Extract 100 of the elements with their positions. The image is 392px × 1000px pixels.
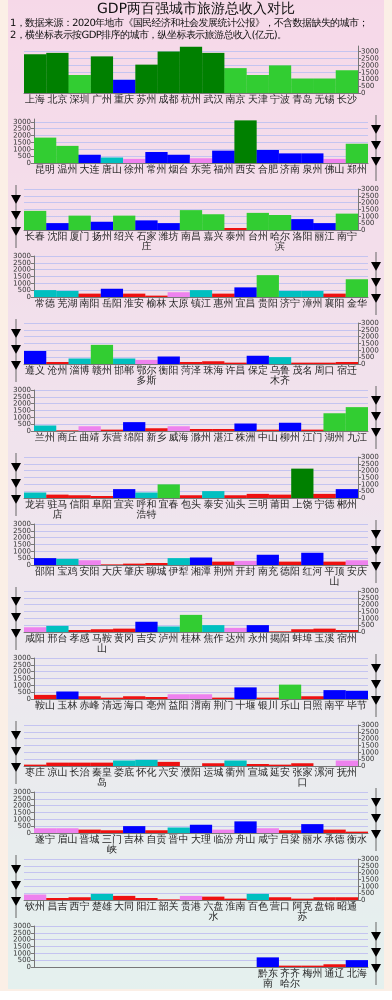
- x-tick-label: 南平: [324, 700, 345, 712]
- x-tick-label: 三明: [248, 500, 268, 510]
- bar: [24, 351, 46, 364]
- bar: [202, 625, 224, 632]
- x-tick-label: 广州: [92, 94, 112, 106]
- x-tick-label: 潍坊: [158, 230, 179, 242]
- bar: [336, 489, 358, 498]
- x-tick-label: 太原: [168, 298, 189, 310]
- x-tick-label: 石家庄: [136, 230, 156, 252]
- bar: [56, 558, 79, 565]
- x-tick-label: 渭南: [191, 700, 211, 712]
- x-tick-label: 六安: [158, 766, 179, 778]
- bar: [90, 344, 114, 364]
- x-tick-label: 齐齐哈尔: [280, 968, 300, 990]
- x-tick-label: 沧州: [47, 364, 68, 376]
- x-tick-label: 泉州: [302, 164, 322, 176]
- x-tick-label: 荆州: [213, 566, 234, 578]
- x-tick-label: 武汉: [203, 94, 224, 106]
- bar: [158, 484, 180, 498]
- x-tick-label: 邢台: [47, 632, 68, 644]
- x-tick-label: 苏州: [136, 94, 156, 106]
- bar: [34, 694, 56, 699]
- x-tick-label: 常德: [35, 298, 56, 310]
- bar: [346, 279, 368, 297]
- x-tick-label: 宿迁: [336, 364, 357, 376]
- x-tick-label: 晋中: [168, 834, 189, 846]
- x-tick-label: 安阳: [80, 566, 100, 578]
- x-tick-label: 延安: [269, 766, 290, 778]
- x-tick-label: 扬州: [92, 230, 112, 242]
- x-tick-label: 泰州: [226, 230, 246, 242]
- bar: [158, 626, 180, 632]
- x-tick-label: 保定: [248, 364, 268, 376]
- x-tick-label: 徐州: [124, 164, 144, 176]
- bar: [323, 294, 346, 297]
- x-tick-label: 长春: [25, 230, 46, 242]
- bar: [90, 56, 114, 93]
- bar: [278, 422, 302, 431]
- bar: [78, 294, 101, 297]
- x-tick-label: 重庆: [114, 94, 134, 106]
- bar: [46, 626, 69, 632]
- bar: [24, 210, 46, 230]
- bar: [212, 150, 234, 163]
- bar: [202, 491, 224, 498]
- x-tick-label: 益阳: [168, 700, 189, 712]
- x-tick-label: 钦州: [24, 900, 46, 912]
- x-tick-label: 马鞍山: [92, 632, 112, 654]
- chart-title: GDP两百强城市旅游总收入对比: [96, 0, 296, 18]
- x-tick-label: 六盘水: [203, 900, 224, 922]
- x-tick-label: 襄阳: [324, 298, 345, 310]
- bar: [190, 290, 212, 297]
- x-tick-label: 上饶: [292, 498, 312, 510]
- bar: [113, 216, 136, 230]
- x-tick-label: 临汾: [213, 834, 234, 846]
- x-tick-label: 中山: [258, 432, 278, 444]
- bar: [68, 75, 91, 93]
- x-tick-label: 自贡: [146, 834, 166, 846]
- x-tick-label: 梅州: [301, 968, 322, 980]
- bar: [336, 214, 358, 230]
- x-tick-label: 成都: [158, 94, 179, 106]
- text: 1，数据来源：2020年地市《国民经济和社会发展统计公报》，不含数据缺失的城市；: [9, 18, 369, 30]
- bar: [246, 625, 269, 632]
- x-tick-label: 阜阳: [92, 498, 112, 510]
- bar: [256, 828, 279, 833]
- bar: [234, 120, 257, 163]
- x-tick-label: 贵阳: [258, 298, 278, 310]
- x-tick-label: 昭通: [336, 900, 357, 912]
- x-tick-label: 孝感: [70, 632, 90, 644]
- x-tick-label: 吕梁: [280, 834, 300, 846]
- x-tick-label: 金华: [346, 298, 367, 310]
- x-tick-label: 大同: [114, 900, 134, 912]
- x-tick-label: 娄底: [114, 766, 134, 778]
- x-tick-label: 安庆: [346, 566, 367, 578]
- x-tick-label: 信阳: [70, 498, 90, 510]
- x-tick-label: 天津: [248, 94, 268, 106]
- bar: [68, 358, 91, 364]
- x-tick-label: 绍兴: [114, 230, 134, 242]
- x-tick-label: 毕节: [346, 700, 367, 712]
- x-tick-label: 揭阳: [270, 632, 290, 644]
- x-tick-label: 平顶山: [324, 566, 345, 588]
- x-tick-label: 汕头: [226, 498, 246, 510]
- x-tick-label: 莆田: [270, 498, 290, 510]
- bar: [123, 422, 146, 431]
- x-tick-label: 厦门: [70, 230, 90, 242]
- bar: [145, 428, 168, 431]
- x-tick-label: 运城: [203, 766, 224, 778]
- x-tick-label: 江门: [302, 432, 322, 444]
- x-tick-label: 北京: [47, 94, 68, 106]
- x-tick-label: 绵阳: [124, 432, 144, 444]
- bar: [135, 622, 158, 632]
- text: 2，横坐标表示按GDP排序的城市，纵坐标表示旅游总收入(亿元)。: [9, 30, 288, 42]
- x-tick-label: 榆林: [146, 298, 166, 310]
- bar: [212, 562, 234, 565]
- x-tick-label: 九江: [346, 432, 367, 444]
- x-tick-label: 赣州: [92, 364, 112, 376]
- x-tick-label: 秦皇岛: [92, 766, 112, 788]
- x-tick-label: 赤峰: [80, 700, 100, 712]
- x-tick-label: 鞍山: [35, 700, 56, 712]
- bar: [113, 80, 136, 93]
- x-tick-label: 珠海: [203, 364, 224, 376]
- bar: [190, 158, 212, 163]
